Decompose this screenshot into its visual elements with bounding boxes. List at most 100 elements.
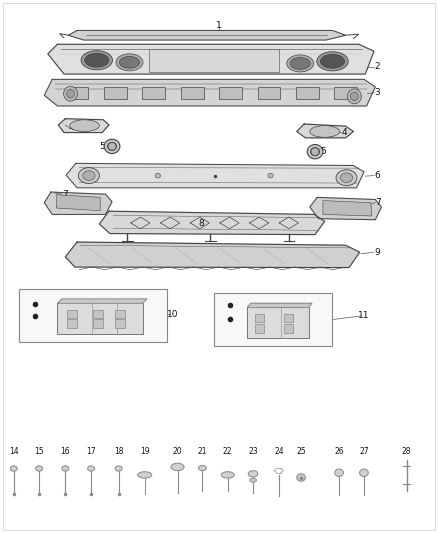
Polygon shape (57, 195, 100, 211)
Ellipse shape (360, 469, 368, 477)
Text: 16: 16 (60, 447, 70, 456)
Text: 5: 5 (99, 142, 105, 151)
Text: 13: 13 (236, 310, 245, 319)
Text: 5: 5 (320, 147, 326, 156)
Bar (181, 87, 204, 99)
Bar (285, 325, 293, 333)
Polygon shape (99, 211, 325, 235)
Ellipse shape (138, 472, 152, 478)
Ellipse shape (307, 144, 323, 159)
Text: 2: 2 (374, 62, 380, 71)
Text: 13: 13 (42, 308, 52, 317)
Text: 18: 18 (114, 447, 124, 456)
Ellipse shape (67, 90, 74, 98)
Polygon shape (65, 242, 360, 268)
Ellipse shape (104, 139, 120, 154)
Text: 7: 7 (63, 190, 68, 199)
Text: 22: 22 (223, 447, 233, 456)
Ellipse shape (340, 173, 353, 182)
Bar (149, 49, 279, 72)
Text: 12: 12 (42, 295, 52, 304)
Ellipse shape (221, 472, 234, 478)
Bar (255, 314, 264, 322)
Ellipse shape (248, 471, 258, 477)
Text: 10: 10 (167, 310, 179, 319)
Bar (214, 293, 332, 346)
Text: 20: 20 (173, 447, 182, 456)
Ellipse shape (336, 169, 357, 185)
Ellipse shape (347, 89, 361, 104)
Ellipse shape (335, 469, 343, 477)
Text: 25: 25 (296, 447, 306, 456)
Bar (93, 310, 103, 318)
Text: 23: 23 (248, 447, 258, 456)
Text: 6: 6 (374, 171, 380, 180)
Bar (142, 87, 165, 99)
Bar (115, 319, 125, 328)
Text: 4: 4 (342, 127, 348, 136)
Ellipse shape (297, 474, 305, 481)
Ellipse shape (287, 55, 314, 72)
Polygon shape (66, 164, 364, 188)
Text: 3: 3 (374, 88, 380, 97)
Ellipse shape (290, 58, 310, 69)
Bar (255, 325, 264, 333)
Bar (66, 87, 88, 99)
Ellipse shape (64, 86, 78, 101)
Ellipse shape (88, 466, 95, 471)
Text: 9: 9 (374, 248, 380, 257)
Text: 7: 7 (375, 198, 381, 207)
Text: 14: 14 (9, 447, 18, 456)
Polygon shape (68, 30, 346, 40)
Bar (57, 303, 143, 334)
Ellipse shape (62, 466, 69, 471)
Ellipse shape (81, 51, 113, 70)
Text: 11: 11 (358, 311, 370, 320)
Polygon shape (58, 119, 109, 133)
Ellipse shape (311, 148, 319, 156)
Ellipse shape (321, 54, 345, 68)
Text: 1: 1 (216, 21, 222, 30)
Ellipse shape (250, 478, 257, 482)
Ellipse shape (120, 56, 140, 68)
Ellipse shape (198, 465, 206, 471)
Bar (67, 319, 77, 328)
Text: 27: 27 (359, 447, 369, 456)
Bar (104, 87, 127, 99)
Text: 28: 28 (402, 447, 411, 456)
Ellipse shape (155, 173, 160, 178)
Ellipse shape (108, 143, 116, 150)
Polygon shape (44, 79, 375, 106)
Ellipse shape (115, 466, 122, 471)
Bar (115, 310, 125, 318)
Text: 26: 26 (334, 447, 344, 456)
Ellipse shape (310, 126, 339, 138)
Ellipse shape (171, 463, 184, 471)
Ellipse shape (350, 92, 358, 101)
Bar (67, 310, 77, 318)
Ellipse shape (116, 54, 143, 71)
Bar (19, 289, 167, 342)
Ellipse shape (85, 53, 109, 67)
Text: 4: 4 (69, 123, 74, 132)
Ellipse shape (70, 120, 99, 132)
Polygon shape (48, 44, 374, 74)
Bar (285, 314, 293, 322)
Bar (219, 87, 242, 99)
Text: 15: 15 (34, 447, 44, 456)
Polygon shape (297, 124, 353, 138)
Polygon shape (310, 197, 381, 220)
Bar (247, 308, 308, 338)
Ellipse shape (317, 52, 348, 71)
Bar (334, 87, 357, 99)
Bar (258, 87, 280, 99)
Bar (93, 319, 103, 328)
Text: 21: 21 (198, 447, 207, 456)
Text: 19: 19 (140, 447, 150, 456)
Polygon shape (323, 200, 372, 216)
Text: 24: 24 (274, 447, 284, 456)
Ellipse shape (11, 466, 17, 471)
Bar (296, 87, 318, 99)
Ellipse shape (35, 466, 42, 471)
Polygon shape (44, 192, 112, 214)
